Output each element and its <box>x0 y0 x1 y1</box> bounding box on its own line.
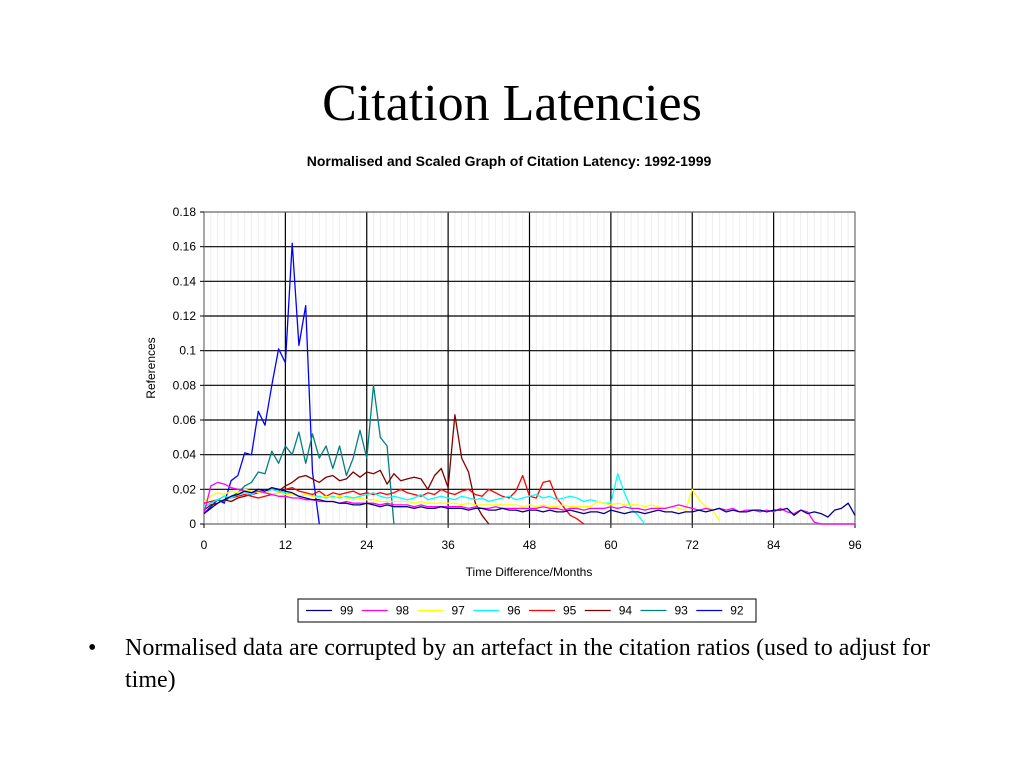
series-line-93 <box>203 384 395 525</box>
y-tick-label: 0.02 <box>173 482 197 496</box>
slide-title: Citation Latencies <box>322 75 702 132</box>
x-tick-label: 12 <box>279 538 293 552</box>
y-tick-label: 0.06 <box>173 413 197 427</box>
legend-label-98: 98 <box>396 604 410 618</box>
bullet-text: Normalised data are corrupted by an arte… <box>125 635 931 693</box>
y-axis-label: References <box>144 337 158 398</box>
legend-label-94: 94 <box>619 604 633 618</box>
y-tick-label: 0.16 <box>173 240 197 254</box>
y-tick-label: 0 <box>189 517 196 531</box>
series-line-96 <box>203 473 646 525</box>
legend-label-95: 95 <box>563 604 577 618</box>
chart-legend: 99 98 97 96 95 94 93 92 <box>297 598 757 623</box>
x-tick-label: 84 <box>767 538 781 552</box>
chart-series <box>203 242 856 525</box>
x-tick-label: 24 <box>360 538 374 552</box>
series-line-97 <box>203 488 720 521</box>
chart-grid <box>203 211 856 525</box>
legend-box <box>297 598 757 623</box>
x-tick-label: 72 <box>686 538 700 552</box>
y-tick-label: 0.04 <box>173 448 197 462</box>
chart-title: Normalised and Scaled Graph of Citation … <box>307 153 712 169</box>
y-tick-label: 0.12 <box>173 309 197 323</box>
legend-label-99: 99 <box>340 604 354 618</box>
series-line-99 <box>203 486 856 518</box>
bullet-point: • Normalised data are corrupted by an ar… <box>88 632 958 696</box>
legend-label-96: 96 <box>507 604 521 618</box>
chart-axes: 0 12 24 36 48 60 72 84 96 0 0.02 0.04 0.06 0.08 0.1 0.1… <box>173 205 862 552</box>
x-tick-label: 48 <box>523 538 537 552</box>
x-tick-label: 60 <box>604 538 618 552</box>
y-tick-label: 0.18 <box>173 205 197 219</box>
y-tick-label: 0.1 <box>179 344 196 358</box>
x-tick-label: 36 <box>441 538 455 552</box>
legend-label-92: 92 <box>730 604 744 618</box>
bullet-symbol: • <box>88 635 97 661</box>
legend-label-93: 93 <box>675 604 689 618</box>
y-tick-label: 0.08 <box>173 378 197 392</box>
series-line-95 <box>203 474 585 525</box>
x-axis-label: Time Difference/Months <box>466 565 593 579</box>
legend-label-97: 97 <box>452 604 466 618</box>
y-tick-label: 0.14 <box>173 274 197 288</box>
x-tick-label: 0 <box>201 538 208 552</box>
x-tick-label: 96 <box>848 538 862 552</box>
series-line-92 <box>203 242 320 525</box>
